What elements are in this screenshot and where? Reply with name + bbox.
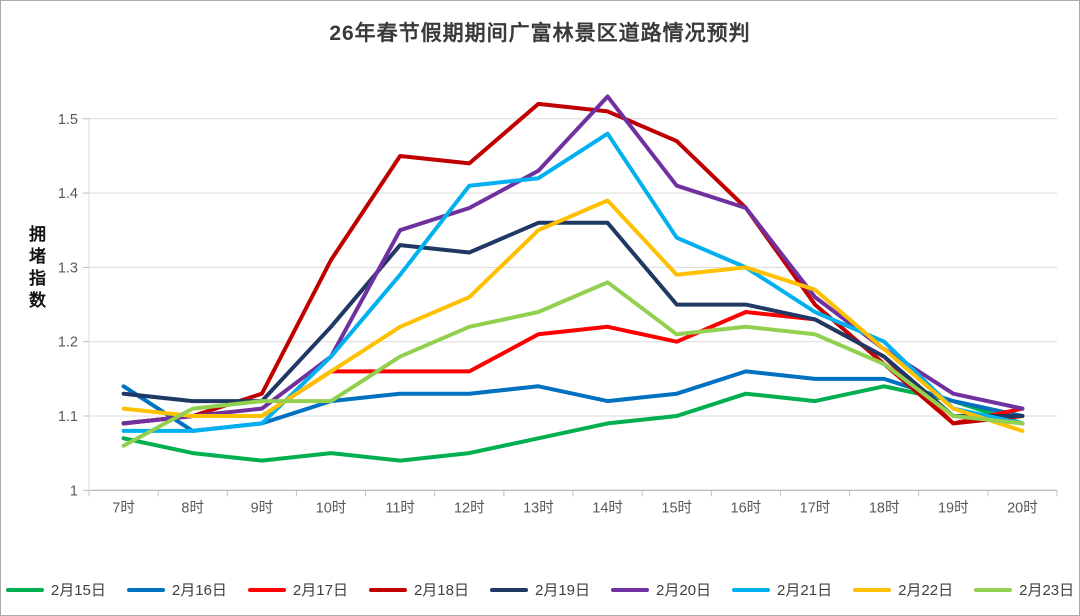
series-line-2月22日: [121, 198, 1025, 433]
x-tick-label: 19时: [938, 499, 969, 516]
x-tick-label: 17时: [800, 499, 831, 516]
legend-label: 2月20日: [656, 582, 712, 599]
legend-item-2月22日: 2月22日: [853, 579, 953, 600]
x-tick-label: 15时: [661, 499, 692, 516]
x-tick-label: 12时: [454, 499, 485, 516]
legend-line-swatch: [611, 587, 650, 592]
series-line-2月23日: [121, 280, 1025, 448]
legend-line-swatch: [489, 587, 528, 592]
legend-label: 2月18日: [413, 582, 469, 599]
legend-label: 2月15日: [50, 582, 106, 599]
legend-item-2月18日: 2月18日: [368, 579, 469, 600]
legend-line-swatch: [126, 587, 165, 592]
x-tick-label: 18时: [869, 499, 900, 516]
chart-legend: 2月15日 2月16日 2月17日 2月18日 2月19日 2月20日 2月21日 2月22日…: [1, 579, 1079, 600]
x-tick-label: 11时: [385, 499, 415, 516]
legend-line-swatch: [974, 587, 1013, 592]
x-tick-label: 10时: [316, 499, 347, 516]
series-line-2月15日: [121, 384, 1025, 463]
legend-item-2月16日: 2月16日: [126, 579, 227, 600]
legend-item-2月21日: 2月21日: [732, 579, 832, 600]
x-tick-label: 9时: [251, 499, 274, 516]
legend-label: 2月21日: [777, 582, 833, 599]
legend-item-2月17日: 2月17日: [247, 579, 348, 600]
y-tick-label: 1.3: [58, 260, 78, 276]
chart-title: 26年春节假期期间广富林景区道路情况预判: [329, 22, 751, 45]
y-tick-label: 1.4: [58, 186, 78, 202]
x-tick-label: 20时: [1007, 499, 1038, 516]
y-axis-title: 拥堵指数: [26, 225, 45, 313]
x-tick-label: 8时: [181, 499, 204, 516]
x-tick-label: 7时: [112, 499, 135, 516]
legend-label: 2月16日: [171, 582, 227, 599]
y-tick-label: 1.2: [58, 335, 78, 351]
legend-line-swatch: [368, 587, 407, 592]
series-line-2月19日: [121, 220, 1025, 418]
legend-label: 2月23日: [1019, 582, 1075, 599]
y-tick-label: 1.5: [58, 112, 78, 128]
series-line-2月18日: [121, 101, 1025, 426]
y-tick-label: 1: [70, 483, 78, 499]
x-tick-label: 16时: [731, 499, 762, 516]
x-tick-label: 13时: [523, 499, 554, 516]
legend-label: 2月19日: [534, 582, 591, 599]
legend-item-2月23日: 2月23日: [974, 579, 1074, 600]
legend-line-swatch: [247, 587, 286, 592]
legend-line-swatch: [732, 587, 771, 592]
legend-label: 2月22日: [898, 582, 954, 599]
legend-item-2月15日: 2月15日: [5, 579, 106, 600]
series-line-2月16日: [121, 369, 1025, 433]
legend-item-2月20日: 2月20日: [611, 579, 711, 600]
x-tick-label: 14时: [592, 499, 623, 516]
legend-label: 2月17日: [292, 582, 348, 599]
legend-line-swatch: [5, 587, 44, 592]
y-tick-label: 1.1: [58, 409, 78, 425]
series-line-2月20日: [121, 94, 1025, 426]
legend-item-2月19日: 2月19日: [489, 579, 591, 600]
legend-line-swatch: [853, 587, 892, 592]
